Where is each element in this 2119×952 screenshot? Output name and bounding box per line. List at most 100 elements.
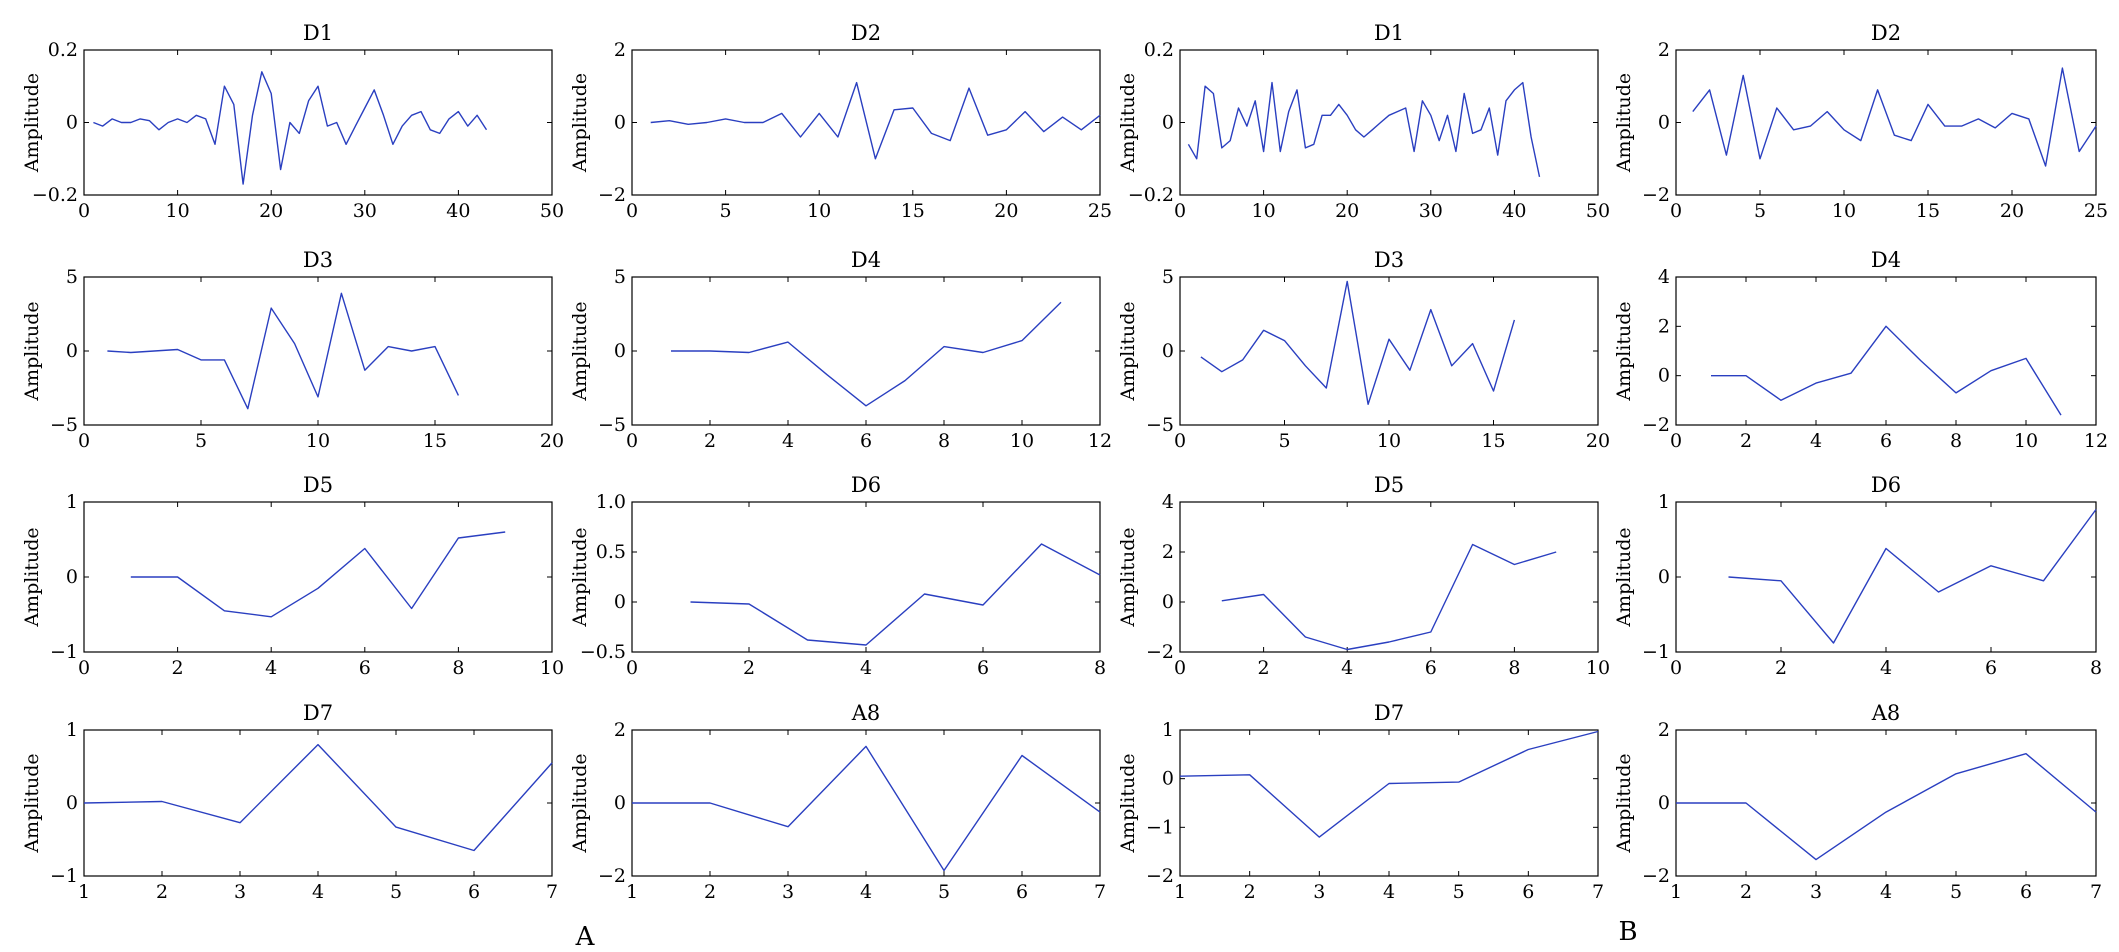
y-tick-label: −2 xyxy=(598,865,626,887)
y-tick-label: 2 xyxy=(1658,315,1670,337)
y-tick-label: −2 xyxy=(1642,184,1670,206)
x-tick-label: 5 xyxy=(195,430,207,452)
x-tick-label: 20 xyxy=(2000,200,2024,222)
plot-frame xyxy=(83,49,553,196)
y-tick-label: −0.5 xyxy=(580,641,626,663)
x-tick-label: 4 xyxy=(1810,430,1822,452)
series-line xyxy=(1711,325,2062,416)
y-axis-label: Amplitude xyxy=(1117,73,1139,173)
y-tick-label: 0 xyxy=(1162,112,1174,134)
y-axis-label: Amplitude xyxy=(1117,301,1139,401)
x-tick-label: 1 xyxy=(78,881,90,903)
y-tick-label: 0 xyxy=(614,591,626,613)
y-axis-label: Amplitude xyxy=(21,527,43,627)
chart-title: D6 xyxy=(1871,473,1901,497)
x-tick-label: 5 xyxy=(1278,430,1290,452)
y-tick-label: 0 xyxy=(614,340,626,362)
y-tick-label: 0 xyxy=(1658,792,1670,814)
x-tick-label: 30 xyxy=(1419,200,1443,222)
x-tick-label: 6 xyxy=(468,881,480,903)
x-tick-label: 2 xyxy=(704,430,716,452)
plot-frame xyxy=(631,501,1101,653)
x-tick-label: 0 xyxy=(78,430,90,452)
chart-title: D4 xyxy=(1871,248,1901,272)
x-tick-label: 0 xyxy=(1174,200,1186,222)
x-tick-label: 15 xyxy=(423,430,447,452)
x-tick-label: 2 xyxy=(1740,881,1752,903)
y-tick-label: −2 xyxy=(598,184,626,206)
x-tick-label: 8 xyxy=(938,430,950,452)
x-tick-label: 6 xyxy=(1985,657,1997,679)
chart-title: D2 xyxy=(851,21,881,45)
x-tick-label: 15 xyxy=(1916,200,1940,222)
x-tick-label: 12 xyxy=(2084,430,2108,452)
x-tick-label: 7 xyxy=(546,881,558,903)
series-line xyxy=(1728,509,2097,644)
plot-frame xyxy=(1179,501,1599,653)
series-line xyxy=(130,531,506,618)
x-tick-label: 2 xyxy=(1244,881,1256,903)
x-tick-label: 7 xyxy=(1592,881,1604,903)
y-tick-label: −5 xyxy=(598,414,626,436)
series-line xyxy=(1187,81,1541,178)
series-line xyxy=(671,301,1062,407)
y-tick-label: 2 xyxy=(614,39,626,61)
plot-frame xyxy=(1675,49,2097,196)
series-line xyxy=(632,745,1101,872)
x-tick-label: 2 xyxy=(1258,657,1270,679)
subplot-13: 1 2 3 4 5 6 7 −1 0 1 D7 Amplitude xyxy=(21,701,558,903)
series-line xyxy=(1221,543,1557,651)
y-axis-label: Amplitude xyxy=(1613,301,1635,401)
x-tick-label: 1 xyxy=(626,881,638,903)
x-tick-label: 3 xyxy=(234,881,246,903)
y-tick-label: 0 xyxy=(1162,768,1174,790)
y-tick-label: 4 xyxy=(1162,491,1174,513)
x-tick-label: 5 xyxy=(390,881,402,903)
x-tick-label: 2 xyxy=(1775,657,1787,679)
x-tick-label: 5 xyxy=(1453,881,1465,903)
y-tick-label: 2 xyxy=(614,719,626,741)
subplot-14: 1 2 3 4 5 6 7 −2 0 2 A8 Amplitude xyxy=(569,701,1106,903)
x-tick-label: 10 xyxy=(2014,430,2038,452)
x-tick-label: 10 xyxy=(1832,200,1856,222)
chart-title: D5 xyxy=(303,473,333,497)
y-tick-label: 5 xyxy=(614,266,626,288)
y-tick-label: 0 xyxy=(614,792,626,814)
x-tick-label: 2 xyxy=(743,657,755,679)
x-tick-label: 10 xyxy=(1010,430,1034,452)
series-line xyxy=(1179,730,1599,838)
chart-title: D7 xyxy=(303,701,333,725)
y-axis-label: Amplitude xyxy=(21,301,43,401)
x-tick-label: 8 xyxy=(452,657,464,679)
x-tick-label: 2 xyxy=(1740,430,1752,452)
x-tick-label: 20 xyxy=(1335,200,1359,222)
x-tick-label: 7 xyxy=(1094,881,1106,903)
x-tick-label: 4 xyxy=(1341,657,1353,679)
x-tick-label: 0 xyxy=(1670,430,1682,452)
y-axis-label: Amplitude xyxy=(1117,527,1139,627)
x-tick-label: 6 xyxy=(977,657,989,679)
x-tick-label: 20 xyxy=(540,430,564,452)
x-tick-label: 7 xyxy=(2090,881,2102,903)
chart-title: D4 xyxy=(851,248,881,272)
chart-title: A8 xyxy=(1871,701,1901,725)
x-tick-label: 0 xyxy=(626,657,638,679)
y-tick-label: 4 xyxy=(1658,266,1670,288)
x-tick-label: 0 xyxy=(1670,657,1682,679)
series-line xyxy=(83,743,553,852)
plot-frame xyxy=(1675,501,2097,653)
x-tick-label: 0 xyxy=(626,200,638,222)
series-line xyxy=(1676,753,2097,861)
y-tick-label: −1 xyxy=(1146,816,1174,838)
plot-frame xyxy=(83,501,553,653)
y-tick-label: 0 xyxy=(1658,365,1670,387)
x-tick-label: 50 xyxy=(540,200,564,222)
x-tick-label: 1 xyxy=(1670,881,1682,903)
y-tick-label: 2 xyxy=(1658,719,1670,741)
chart-title: D2 xyxy=(1871,21,1901,45)
series-line xyxy=(107,292,460,410)
